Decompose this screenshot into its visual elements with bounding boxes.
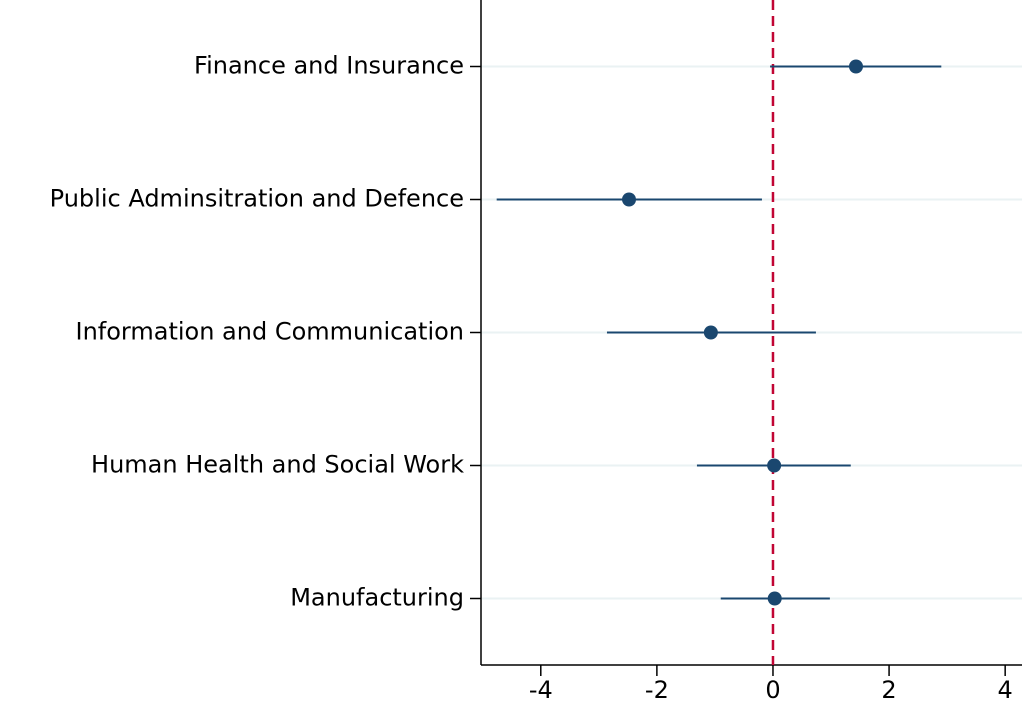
y-tick-label: Finance and Insurance [194,52,464,80]
x-tick-label: 2 [881,676,896,704]
point-estimate [767,458,782,473]
y-tick-label: Manufacturing [290,584,464,612]
x-tick-label: -4 [529,676,553,704]
x-tick-label: 4 [998,676,1013,704]
point-estimate [767,591,782,606]
point-estimate [848,59,863,74]
x-tick-label: 0 [765,676,780,704]
point-estimate [622,192,637,207]
y-tick-label: Information and Communication [76,318,465,346]
x-tick-label: -2 [645,676,669,704]
y-tick-label: Public Adminsitration and Defence [50,185,464,213]
y-tick-label: Human Health and Social Work [91,451,464,479]
point-estimate [703,325,718,340]
